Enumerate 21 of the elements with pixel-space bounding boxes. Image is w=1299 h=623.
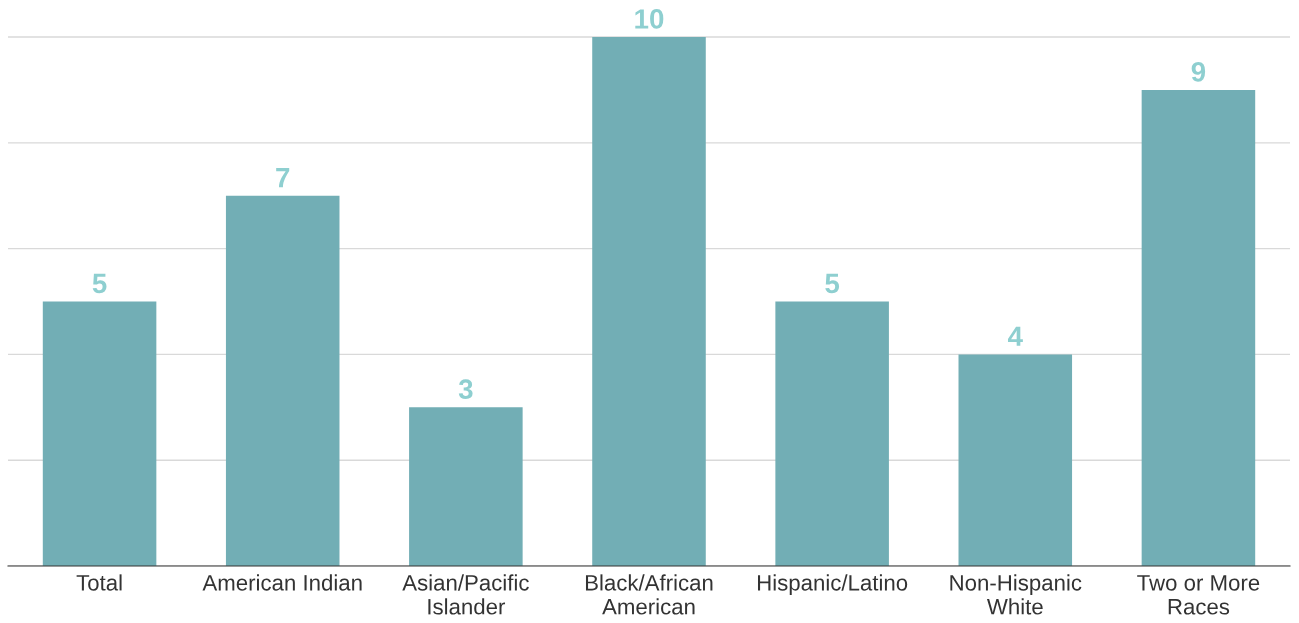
x-tick-label: Hispanic/Latino bbox=[758, 574, 908, 596]
data-label: 5 bbox=[825, 273, 840, 294]
data-label: 5 bbox=[92, 273, 107, 294]
x-tick-label: Asian/Pacific Islander bbox=[402, 574, 529, 615]
data-label: 9 bbox=[1191, 61, 1206, 82]
x-tick-label: Black/African American bbox=[585, 574, 713, 615]
bar bbox=[225, 195, 340, 566]
x-tick-label: Total bbox=[76, 574, 122, 591]
bar bbox=[1141, 89, 1256, 566]
bar bbox=[409, 407, 523, 566]
x-tick-label: American Indian bbox=[202, 574, 362, 591]
data-label: 4 bbox=[1007, 326, 1023, 346]
x-tick-label: Two or More Races bbox=[1137, 575, 1260, 615]
data-label: 7 bbox=[276, 168, 290, 188]
data-label: 10 bbox=[635, 9, 664, 29]
bar bbox=[42, 301, 157, 566]
x-tick-label: Non-Hispanic White bbox=[950, 574, 1082, 615]
bar bbox=[958, 354, 1073, 566]
bar bbox=[775, 301, 889, 566]
data-label: 3 bbox=[458, 379, 473, 400]
bar bbox=[592, 37, 706, 566]
